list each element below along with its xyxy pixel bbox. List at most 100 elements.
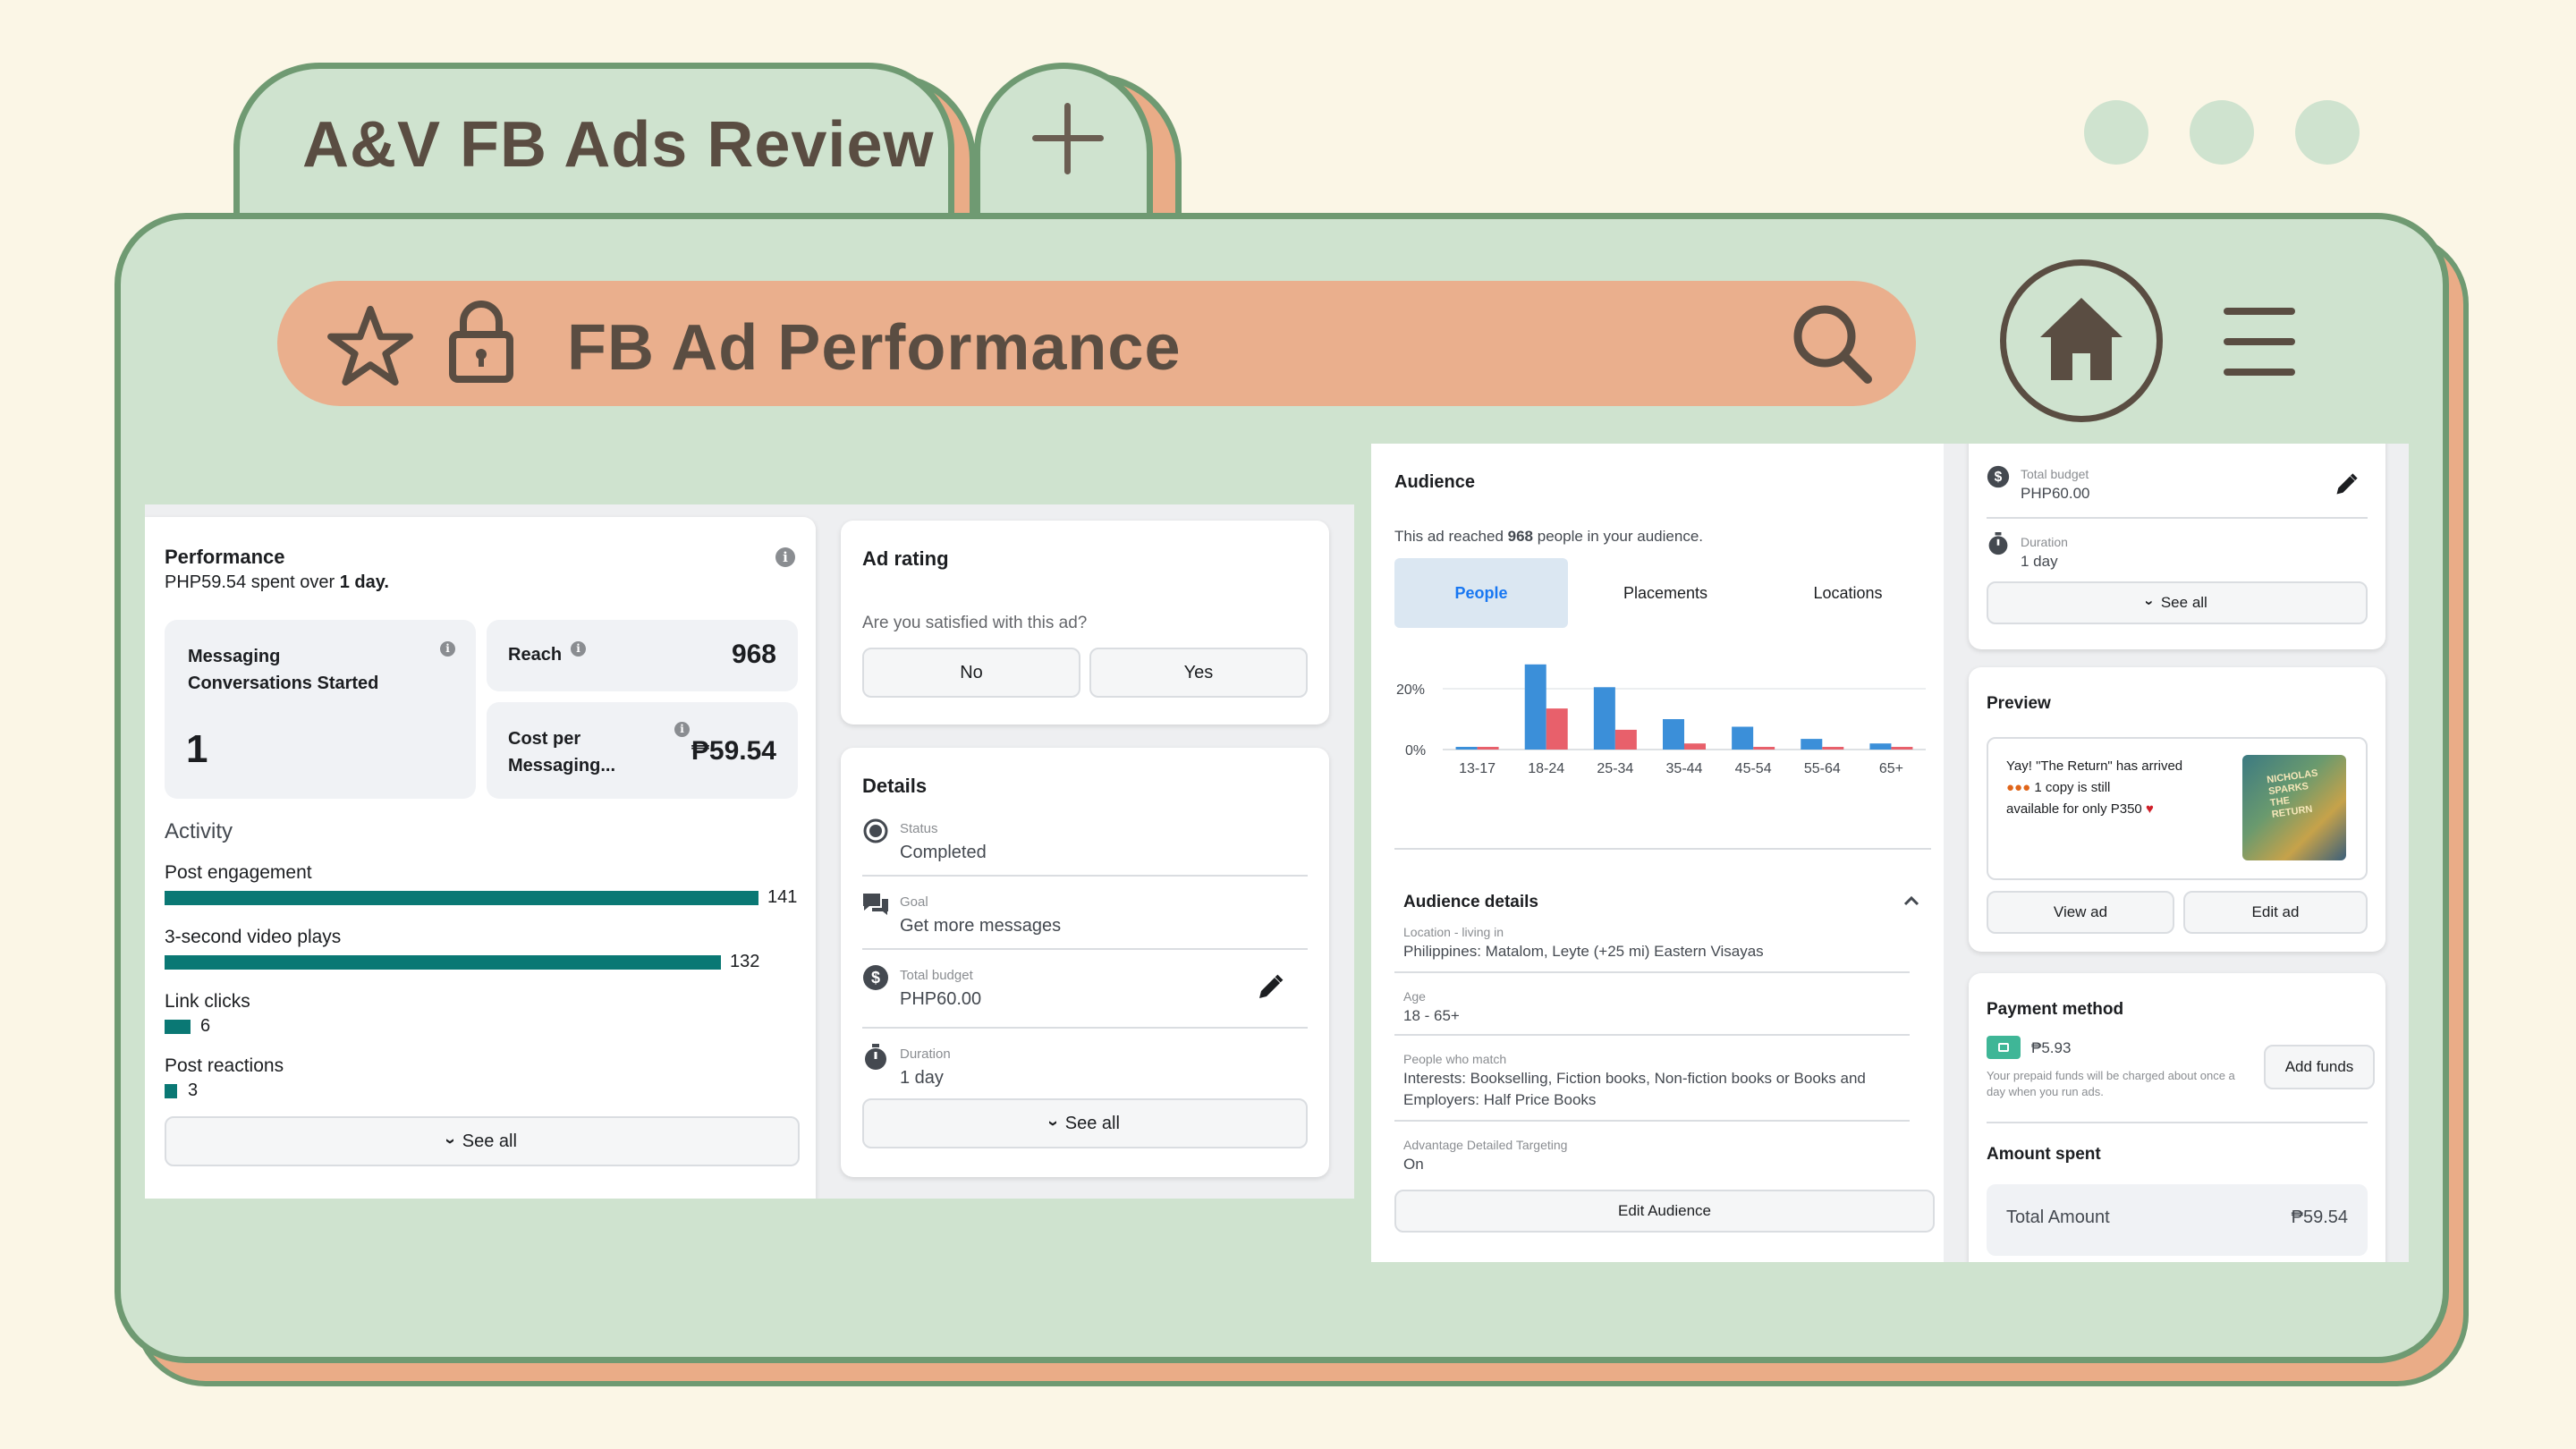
duration-label: Duration [900,1046,951,1062]
menu-line [2224,369,2295,376]
location-label: Location - living in [1403,925,1504,939]
reach-suffix: people in your audience. [1537,528,1703,545]
chart-bar [1822,747,1844,750]
status-value: Completed [900,843,987,862]
rating-yes-button[interactable]: Yes [1089,648,1308,698]
ad-preview[interactable]: Yay! "The Return" has arrived ●●● 1 copy… [1987,737,2368,880]
home-button[interactable] [2000,259,2163,422]
emoji-icon: ●●● [2006,780,2031,795]
total-amount-value: ₱59.54 [2291,1208,2348,1227]
spent-duration: 1 day. [339,572,389,592]
info-icon[interactable]: i [674,722,690,737]
metric-messaging[interactable]: Messaging Conversations Started i 1 [165,620,476,799]
see-all-details-button[interactable]: › See all [862,1098,1308,1148]
see-all-label: See all [462,1131,517,1151]
tab-people[interactable]: People [1394,558,1568,628]
metric-reach-label: Reach [508,645,563,665]
tab-placements[interactable]: Placements [1623,584,1708,602]
age-label: Age [1403,989,1426,1004]
info-icon[interactable]: i [440,641,455,657]
see-all-activity-button[interactable]: › See all [165,1116,800,1166]
menu-button[interactable] [2224,308,2295,379]
tab-locations[interactable]: Locations [1813,584,1883,602]
chart-bar [1869,743,1892,750]
preview-title: Preview [1987,694,2051,713]
svg-text:$: $ [1995,470,2003,485]
people-match-value: Interests: Bookselling, Fiction books, N… [1403,1070,1866,1087]
metric-messaging-label: Messaging Conversations Started [188,647,379,693]
chart-bar [1593,687,1615,750]
edit-audience-button[interactable]: Edit Audience [1394,1190,1935,1233]
x-tick-label: 35-44 [1666,761,1703,776]
search-icon[interactable] [1789,301,1875,386]
activity-title: Activity [165,819,233,843]
divider [862,875,1308,877]
age-gender-chart: 20% 0% 13-17 18-24 25-34 35-44 45-54 55-64 65+ [1396,664,1926,776]
side-duration-value: 1 day [2021,553,2058,570]
activity-value: 132 [730,952,760,971]
window-control-dot[interactable] [2084,100,2148,165]
reach-prefix: This ad reached [1394,528,1504,545]
audience-reach-text: This ad reached 968 people in your audie… [1394,528,1703,546]
home-icon [2040,298,2123,380]
spent-amount: PHP59.54 [165,572,247,592]
heart-icon: ♥ [2145,801,2154,817]
audience-screenshot: Audience This ad reached 968 people in y… [1371,444,2409,1262]
activity-label: 3-second video plays [165,927,342,947]
x-tick-label: 13-17 [1459,761,1496,776]
edit-budget-icon[interactable] [1256,973,1284,1002]
add-funds-button[interactable]: Add funds [2264,1045,2375,1089]
duration-value: 1 day [900,1068,944,1088]
chat-icon [863,894,888,915]
stopwatch-icon [865,1044,886,1070]
payment-card: Payment method ₱5.93 Your prepaid funds … [1969,973,2385,1262]
address-text[interactable]: FB Ad Performance [567,312,1182,384]
svg-text:$: $ [871,969,880,987]
info-icon[interactable]: i [571,641,586,657]
spent-mid: spent over [250,572,335,592]
activity-bar [165,955,721,970]
edit-ad-button[interactable]: Edit ad [2183,891,2368,934]
ad-rating-card: Ad rating Are you satisfied with this ad… [841,521,1329,724]
window-control-dot[interactable] [2295,100,2360,165]
see-all-budget-button[interactable]: › See all [1987,581,2368,624]
budget-value: PHP60.00 [900,989,982,1009]
total-amount-row: Total Amount ₱59.54 [1987,1184,2368,1256]
balance-value: ₱5.93 [2031,1039,2072,1056]
activity-value: 6 [200,1016,211,1036]
people-match-value: Employers: Half Price Books [1403,1091,1597,1108]
payment-title: Payment method [1987,1000,2124,1019]
ad-rating-title: Ad rating [862,547,949,570]
side-budget-value: PHP60.00 [2021,485,2090,502]
dollar-icon: $ [863,965,888,990]
info-icon[interactable]: i [775,547,795,567]
budget-label: Total budget [900,968,973,983]
divider [1394,971,1910,973]
window-control-dot[interactable] [2190,100,2254,165]
tab-title: A&V FB Ads Review [302,109,935,181]
divider [1394,848,1931,850]
see-all-label: See all [1064,1114,1120,1133]
audience-details-title: Audience details [1403,893,1538,911]
activity-label: Post engagement [165,862,312,883]
metric-reach[interactable]: Reach i 968 [487,620,798,691]
browser-tab-active[interactable]: A&V FB Ads Review [233,63,954,219]
edit-budget-icon[interactable] [2334,472,2359,497]
chart-bar [1801,739,1823,750]
address-bar[interactable]: FB Ad Performance [277,281,1916,406]
people-match-label: People who match [1403,1052,1507,1066]
new-tab-button[interactable] [974,63,1153,219]
rating-no-button[interactable]: No [862,648,1080,698]
view-ad-button[interactable]: View ad [1987,891,2174,934]
lock-icon[interactable] [447,299,515,385]
chevron-down-icon: › [1043,1120,1063,1127]
chevron-up-icon[interactable] [1902,894,1920,907]
y-tick-label: 0% [1405,743,1426,758]
x-tick-label: 65+ [1879,761,1903,776]
star-icon[interactable] [327,304,413,386]
menu-line [2224,338,2295,345]
metric-cost-per-result[interactable]: Cost per Messaging... i ₱59.54 [487,702,798,799]
activity-label: Link clicks [165,991,250,1012]
y-tick-label: 20% [1396,682,1425,698]
chart-bar [1524,664,1546,750]
